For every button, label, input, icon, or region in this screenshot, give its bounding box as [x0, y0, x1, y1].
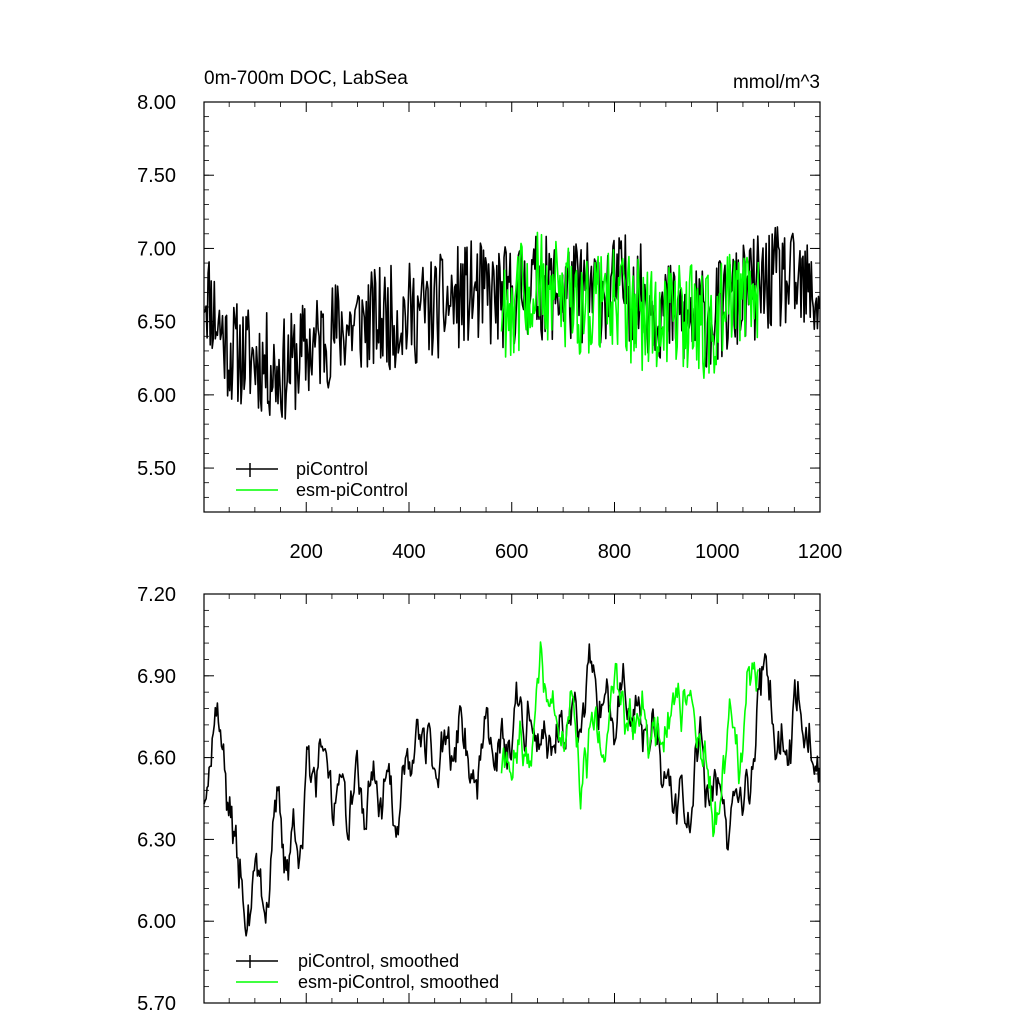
bottom-legend: piControl, smoothed esm-piControl, smoot… — [236, 951, 499, 992]
y-tick-label: 6.00 — [137, 385, 176, 407]
legend-label-esm-picontrol: esm-piControl — [296, 480, 408, 500]
top-plot-frame — [203, 101, 821, 513]
y-tick-label: 5.50 — [137, 458, 176, 480]
legend-label-picontrol-smoothed: piControl, smoothed — [298, 951, 459, 971]
y-tick-label: 6.90 — [137, 666, 176, 688]
y-tick-label: 6.60 — [137, 748, 176, 770]
bottom-x-axis — [228, 594, 821, 1003]
y-tick-label: 8.00 — [137, 92, 176, 114]
bottom-series — [203, 641, 821, 937]
y-tick-label: 7.50 — [137, 165, 176, 187]
top-y-axis: 5.50 6.00 6.50 7.00 7.50 8.00 — [137, 92, 820, 513]
legend-label-esm-picontrol-smoothed: esm-piControl, smoothed — [298, 972, 499, 992]
bottom-panel: 5.70 6.00 6.30 6.60 6.90 7.20 piControl, smoo… — [137, 584, 821, 1015]
top-x-axis: 200 400 600 800 1000 1200 — [228, 102, 843, 563]
x-tick-label: 600 — [495, 541, 528, 563]
series-line-esm-picontrol — [500, 231, 760, 379]
top-panel: 0m-700m DOC, LabSea mmol/m^3 5.50 6.00 6.5… — [137, 68, 842, 563]
x-tick-label: 800 — [598, 541, 631, 563]
top-legend: piControl esm-piControl — [236, 459, 408, 500]
series-line-esm-picontrol-smoothed — [500, 641, 760, 838]
legend-label-picontrol: piControl — [296, 459, 368, 479]
x-tick-label: 400 — [392, 541, 425, 563]
series-line-picontrol-smoothed — [203, 643, 821, 937]
bottom-plot-frame — [203, 593, 821, 1004]
x-tick-label: 200 — [290, 541, 323, 563]
x-tick-label: 1200 — [798, 541, 843, 563]
y-tick-label: 6.30 — [137, 829, 176, 851]
top-title: 0m-700m DOC, LabSea — [204, 68, 408, 89]
y-tick-label: 6.50 — [137, 312, 176, 334]
x-tick-label: 1000 — [695, 541, 740, 563]
top-units: mmol/m^3 — [733, 72, 820, 93]
y-tick-label: 5.70 — [137, 993, 176, 1015]
top-series — [203, 226, 821, 420]
y-tick-label: 6.00 — [137, 911, 176, 933]
bottom-y-axis: 5.70 6.00 6.30 6.60 6.90 7.20 — [137, 584, 820, 1015]
y-tick-label: 7.00 — [137, 238, 176, 260]
y-tick-label: 7.20 — [137, 584, 176, 606]
